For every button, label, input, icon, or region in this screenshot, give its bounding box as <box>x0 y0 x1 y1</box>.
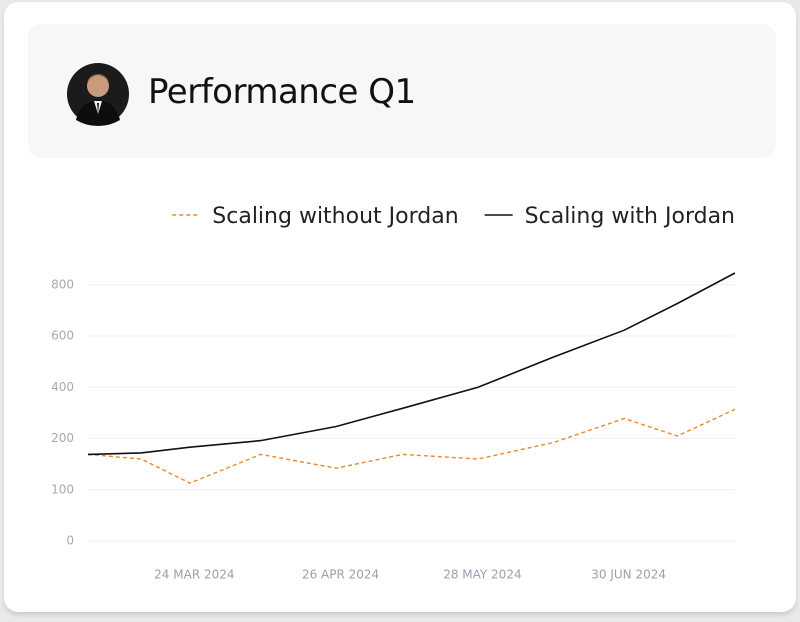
y-tick-label: 800 <box>51 277 74 291</box>
y-tick-label: 600 <box>51 329 74 343</box>
x-tick-label: 30 JUN 2024 <box>591 568 666 582</box>
y-tick-label: 200 <box>51 431 74 445</box>
legend-label: Scaling with Jordan <box>525 204 735 229</box>
card: Performance Q1 <box>4 2 796 612</box>
x-tick-label: 28 MAY 2024 <box>443 568 521 582</box>
x-tick-label: 26 APR 2024 <box>302 568 379 582</box>
avatar <box>67 63 129 126</box>
x-tick-label: 24 MAR 2024 <box>154 568 234 582</box>
title: Performance Q1 <box>148 72 416 112</box>
header: Performance Q1 <box>28 24 776 158</box>
series-line <box>87 272 736 456</box>
y-tick-label: 100 <box>51 482 74 496</box>
series-line <box>87 408 736 484</box>
y-tick-label: 0 <box>66 534 74 548</box>
y-tick-label: 400 <box>51 380 74 394</box>
legend-label: Scaling without Jordan <box>212 204 458 229</box>
